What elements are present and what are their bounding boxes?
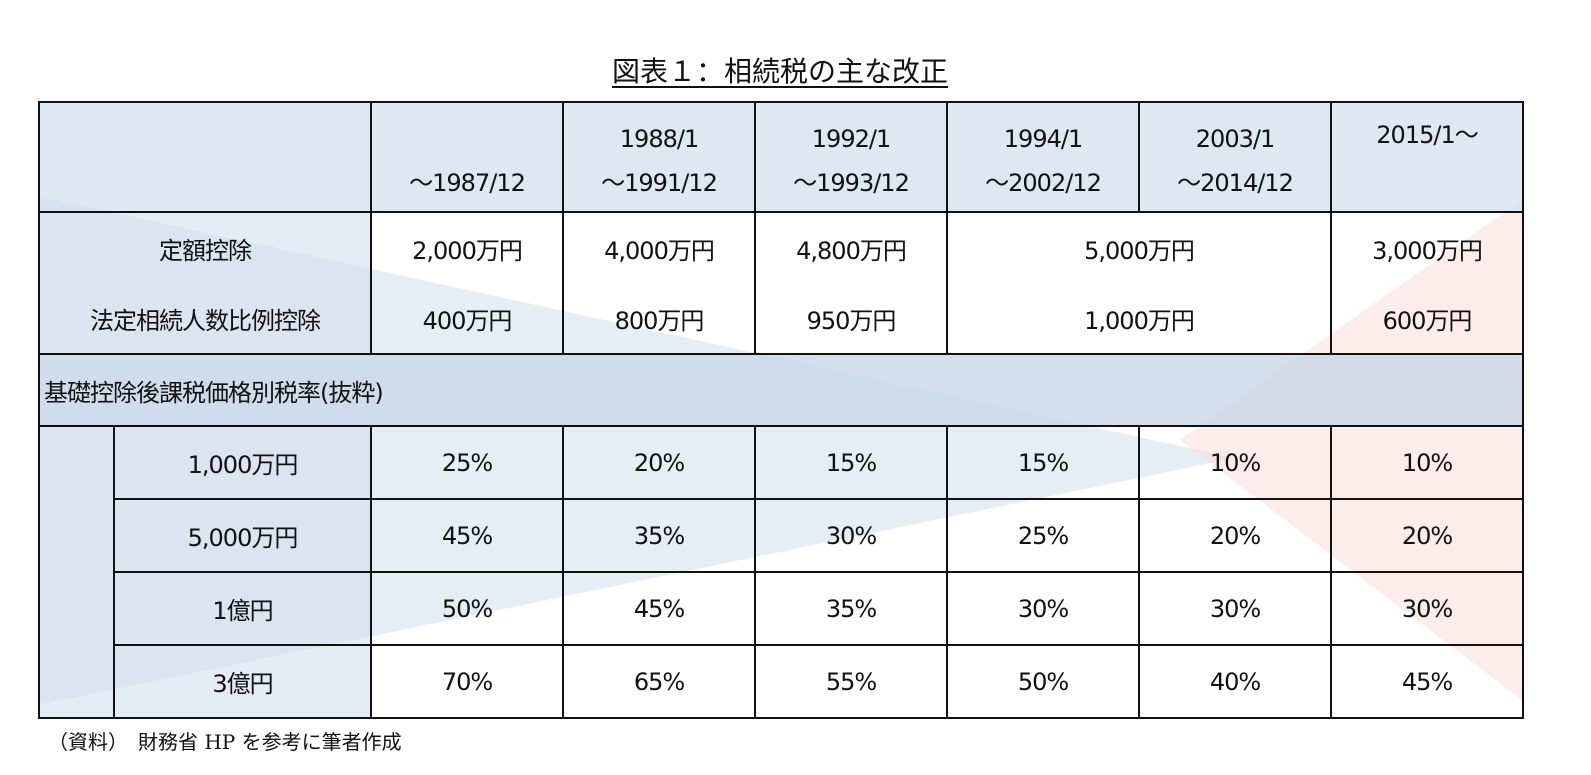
- cell: 20%: [1330, 498, 1524, 573]
- rates-section-row: 基礎控除後課税価格別税率(抜粋): [38, 353, 1524, 427]
- cell: 70%: [370, 644, 564, 719]
- cell: 35%: [754, 571, 948, 646]
- cell: 15%: [946, 425, 1140, 500]
- cell: 20%: [1138, 498, 1332, 573]
- cell: 2,000万円: [370, 211, 564, 283]
- indent-cell: [38, 426, 115, 719]
- page-title: 図表１：相続税の主な改正: [611, 55, 948, 88]
- cell: 10%: [1138, 425, 1332, 500]
- cell: 65%: [562, 644, 756, 719]
- cell: 950万円: [754, 283, 948, 355]
- header-corner: [38, 101, 372, 213]
- header-period: 1994/1 ～2002/12: [946, 101, 1140, 213]
- header-period: 1988/1 ～1991/12: [562, 101, 756, 213]
- cell: 600万円: [1330, 283, 1524, 355]
- cell: 50%: [370, 571, 564, 646]
- inheritance-tax-table: ～1987/12 1988/1 ～1991/12 1992/1 ～1993/12 1…: [38, 101, 1524, 719]
- cell: 3,000万円: [1330, 211, 1524, 283]
- cell: 50%: [946, 644, 1140, 719]
- cell: 35%: [562, 498, 756, 573]
- header-period: 2015/1～: [1330, 101, 1524, 213]
- section-label: 基礎控除後課税価格別税率(抜粋): [38, 353, 1524, 427]
- cell: 45%: [370, 498, 564, 573]
- cell: 10%: [1330, 425, 1524, 500]
- row-label: 1,000万円: [113, 425, 372, 500]
- cell: 15%: [754, 425, 948, 500]
- header-period: 1992/1 ～1993/12: [754, 101, 948, 213]
- header-period: 2003/1 ～2014/12: [1138, 101, 1332, 213]
- cell: 5,000万円: [946, 211, 1332, 283]
- cell: 4,000万円: [562, 211, 756, 283]
- cell: 400万円: [370, 283, 564, 355]
- cell: 45%: [562, 571, 756, 646]
- cell: 45%: [1330, 644, 1524, 719]
- row-label: 5,000万円: [113, 498, 372, 573]
- cell: 40%: [1138, 644, 1332, 719]
- cell: 1,000万円: [946, 283, 1332, 355]
- cell: 4,800万円: [754, 211, 948, 283]
- cell: 55%: [754, 644, 948, 719]
- cell: 25%: [946, 498, 1140, 573]
- row-label: 定額控除: [38, 211, 372, 283]
- rate-row: 1億円 50% 45% 35% 30% 30% 30%: [39, 571, 1524, 646]
- row-label: 1億円: [113, 571, 372, 646]
- header-row: ～1987/12 1988/1 ～1991/12 1992/1 ～1993/12 1…: [38, 101, 1524, 213]
- cell: 30%: [754, 498, 948, 573]
- cell: 800万円: [562, 283, 756, 355]
- fixed-deduction-row: 定額控除 2,000万円 4,000万円 4,800万円 5,000万円 3,0…: [38, 211, 1524, 283]
- cell: 30%: [946, 571, 1140, 646]
- per-heir-deduction-row: 法定相続人数比例控除 400万円 800万円 950万円 1,000万円 600…: [38, 283, 1524, 355]
- rate-row: 1,000万円 25% 20% 15% 15% 10% 10%: [38, 425, 1524, 719]
- source-footnote: （資料） 財務省 HP を参考に筆者作成: [48, 730, 402, 754]
- cell: 25%: [370, 425, 564, 500]
- cell: 30%: [1330, 571, 1524, 646]
- cell: 20%: [562, 425, 756, 500]
- rate-row: 5,000万円 45% 35% 30% 25% 20% 20%: [39, 498, 1524, 573]
- header-period: ～1987/12: [370, 101, 564, 213]
- rate-row: 3億円 70% 65% 55% 50% 40% 45%: [39, 644, 1524, 719]
- cell: 30%: [1138, 571, 1332, 646]
- row-label: 3億円: [113, 644, 372, 719]
- row-label: 法定相続人数比例控除: [38, 283, 372, 355]
